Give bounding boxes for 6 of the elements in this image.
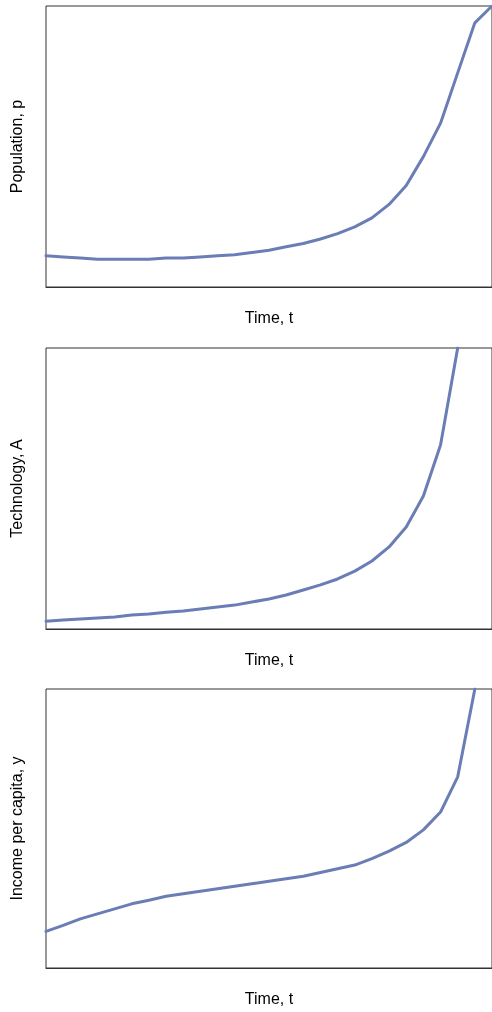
x-axis-title: Time, t xyxy=(244,308,294,326)
y-axis-title: Income per capita, y xyxy=(7,756,25,901)
y-axis-title: Population, p xyxy=(7,99,25,194)
x-axis-title: Time, t xyxy=(244,650,294,668)
y-axis-title: Technology, A xyxy=(7,438,25,538)
x-axis-title: Time, t xyxy=(244,989,294,1007)
